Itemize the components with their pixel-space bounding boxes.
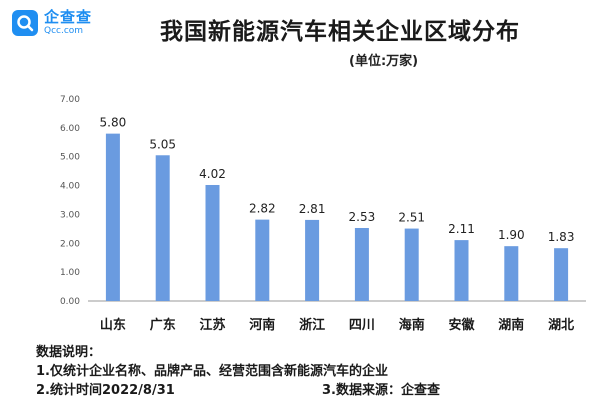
- x-tick-label: 广东: [150, 317, 176, 333]
- x-tick-label: 湖南: [498, 317, 524, 333]
- chart-title: 我国新能源汽车相关企业区域分布: [160, 19, 520, 45]
- x-tick-label: 山东: [100, 317, 126, 333]
- data-label: 2.81: [299, 202, 326, 216]
- data-label: 2.53: [349, 210, 376, 224]
- bar: [454, 240, 469, 301]
- y-tick-label: 3.00: [60, 210, 80, 220]
- notes-line-1: 1.仅统计企业名称、品牌产品、经营范围含新能源汽车的企业: [36, 364, 388, 379]
- notes-line-2: 2.统计时间2022/8/31: [36, 383, 175, 398]
- data-label: 5.80: [100, 116, 127, 130]
- x-tick-label: 浙江: [299, 317, 325, 333]
- bar: [105, 133, 120, 301]
- bar: [504, 246, 519, 301]
- bar: [305, 219, 320, 301]
- bar: [354, 227, 369, 301]
- bar: [404, 228, 419, 301]
- bar: [155, 155, 170, 301]
- y-tick-label: 7.00: [60, 95, 80, 105]
- y-tick-label: 1.00: [60, 268, 80, 278]
- y-tick-label: 4.00: [60, 182, 80, 192]
- x-tick-label: 海南: [399, 317, 425, 333]
- bar: [255, 219, 270, 301]
- notes-heading: 数据说明：: [36, 345, 102, 360]
- data-label: 2.82: [249, 202, 276, 216]
- data-notes: 数据说明： 1.仅统计企业名称、品牌产品、经营范围含新能源汽车的企业 2.统计时…: [36, 343, 440, 400]
- y-tick-label: 6.00: [60, 124, 80, 134]
- x-tick-label: 河南: [249, 317, 275, 333]
- data-label: 2.51: [398, 211, 425, 225]
- x-tick-label: 安徽: [448, 317, 475, 333]
- data-label: 5.05: [149, 137, 176, 151]
- qcc-logo-icon: [12, 10, 38, 36]
- bar: [554, 248, 569, 301]
- brand-logo: 企查查 Qcc.com: [12, 10, 92, 36]
- brand-name: 企查查: [44, 8, 93, 26]
- bar: [205, 184, 220, 301]
- x-tick-label: 四川: [349, 318, 375, 333]
- data-label: 1.90: [498, 228, 525, 242]
- brand-domain: Qcc.com: [44, 26, 84, 36]
- y-tick-label: 0.00: [60, 297, 80, 307]
- y-tick-label: 2.00: [60, 239, 80, 249]
- chart-unit: (单位:万家): [349, 54, 419, 69]
- data-label: 2.11: [448, 222, 475, 236]
- x-tick-label: 江苏: [199, 317, 225, 333]
- x-tick-label: 湖北: [548, 318, 574, 333]
- notes-line-3: 3.数据来源：企查查: [322, 383, 440, 398]
- data-label: 1.83: [548, 230, 575, 244]
- data-label: 4.02: [199, 167, 226, 181]
- y-tick-label: 5.00: [60, 153, 80, 163]
